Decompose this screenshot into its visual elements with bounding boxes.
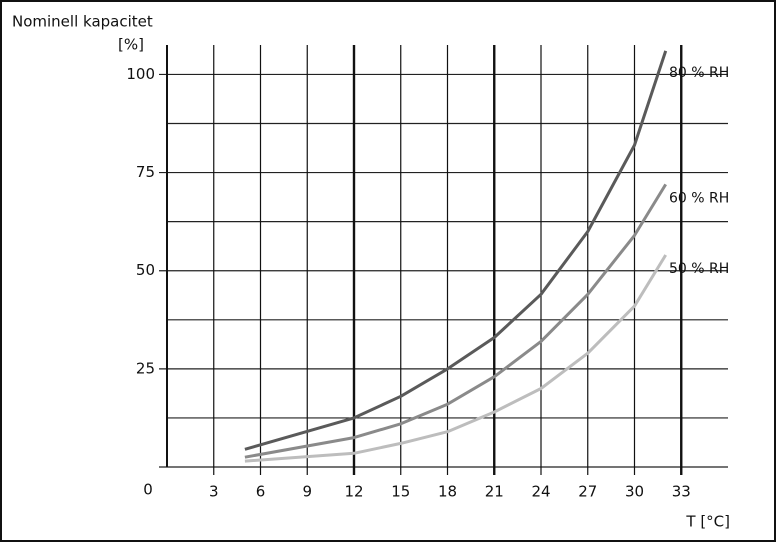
x-tick-label: 15 (391, 483, 410, 501)
y-axis-label: [%] (118, 36, 144, 54)
y-tick-label: 75 (136, 163, 155, 181)
legend-label: 80 % RH (669, 65, 729, 81)
x-tick-label: 21 (485, 483, 504, 501)
x-tick-label: 3 (209, 483, 219, 501)
x-tick-label: 24 (531, 483, 550, 501)
x-tick-label: 9 (302, 483, 312, 501)
x-tick-label: 18 (438, 483, 457, 501)
legend-label: 50 % RH (669, 261, 729, 277)
x-tick-label: 33 (672, 483, 691, 501)
y-tick-label: 100 (126, 65, 155, 83)
x-tick-label: 30 (625, 483, 644, 501)
legend-label: 60 % RH (669, 190, 729, 206)
x-tick-label: 6 (256, 483, 266, 501)
y-tick-label: 50 (136, 261, 155, 279)
series-line (244, 254, 667, 463)
x-axis-label: T [°C] (685, 513, 730, 531)
series-line (244, 183, 667, 459)
y-tick-label: 0 (143, 481, 153, 499)
x-tick-label: 12 (344, 483, 363, 501)
series-line (244, 50, 668, 451)
x-tick-label: 27 (578, 483, 597, 501)
y-tick-label: 25 (136, 359, 155, 377)
chart-title: Nominell kapacitet (12, 13, 153, 31)
